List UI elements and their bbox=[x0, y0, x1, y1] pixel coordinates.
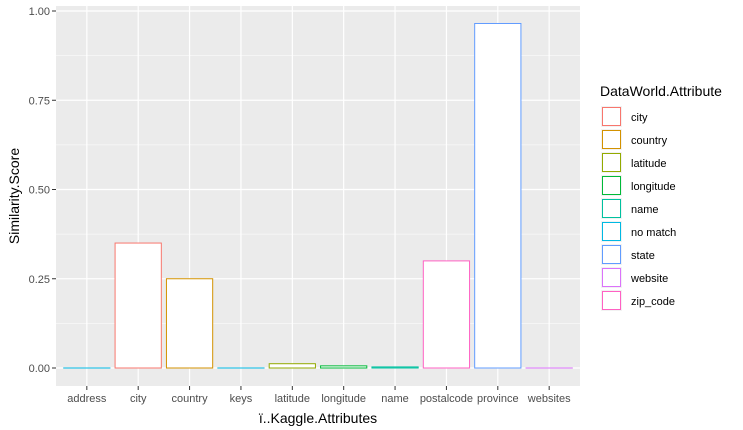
bars bbox=[63, 22, 573, 369]
legend-title: DataWorld.Attribute bbox=[600, 83, 722, 99]
legend-key-state bbox=[602, 245, 621, 264]
legend: DataWorld.Attribute city country latitude l… bbox=[600, 83, 722, 311]
legend-label: name bbox=[631, 204, 659, 216]
x-tick-label: country bbox=[172, 393, 209, 405]
legend-key-no-match bbox=[602, 222, 621, 241]
bar-city bbox=[114, 242, 162, 369]
legend-key-zip-code bbox=[602, 291, 621, 310]
x-tick-label: province bbox=[477, 393, 519, 405]
y-axis: 0.00 0.25 0.50 0.75 1.00 bbox=[29, 6, 56, 375]
bar-country bbox=[165, 278, 214, 369]
x-axis: address city country keys latitude longitude n… bbox=[67, 386, 571, 405]
legend-key-latitude bbox=[602, 153, 621, 172]
bar-latitude bbox=[268, 363, 316, 369]
x-tick-label: address bbox=[67, 393, 107, 405]
legend-key-city bbox=[602, 107, 621, 126]
legend-items: city country latitude longitude name no match… bbox=[601, 106, 676, 311]
legend-label: latitude bbox=[631, 158, 666, 170]
x-tick-label: city bbox=[130, 393, 147, 405]
y-tick-label: 0.75 bbox=[29, 95, 50, 107]
legend-label: city bbox=[631, 112, 648, 124]
legend-label: zip_code bbox=[631, 296, 675, 308]
legend-label: country bbox=[631, 135, 668, 147]
x-tick-label: name bbox=[381, 393, 409, 405]
legend-key-longitude bbox=[602, 176, 621, 195]
bar-postalcode bbox=[422, 260, 471, 369]
legend-label: state bbox=[631, 250, 655, 262]
y-tick-label: 0.50 bbox=[29, 185, 50, 197]
x-tick-label: postalcode bbox=[420, 393, 473, 405]
x-tick-label: websites bbox=[527, 393, 571, 405]
legend-key-website bbox=[602, 268, 621, 287]
legend-label: website bbox=[630, 273, 668, 285]
legend-key-country bbox=[602, 130, 621, 149]
x-tick-label: longitude bbox=[321, 393, 366, 405]
y-tick-label: 1.00 bbox=[29, 6, 50, 18]
x-tick-label: keys bbox=[230, 393, 253, 405]
x-tick-label: latitude bbox=[275, 393, 310, 405]
y-tick-label: 0.00 bbox=[29, 363, 50, 375]
bar-name bbox=[371, 366, 419, 369]
bar-longitude bbox=[320, 365, 368, 369]
legend-label: longitude bbox=[631, 181, 676, 193]
bar-province bbox=[474, 22, 522, 369]
y-axis-title: Similarity.Score bbox=[6, 148, 22, 244]
x-axis-title: ï..Kaggle.Attributes bbox=[259, 410, 377, 426]
legend-key-name bbox=[602, 199, 621, 218]
legend-label: no match bbox=[631, 227, 676, 239]
y-tick-label: 0.25 bbox=[29, 274, 50, 286]
